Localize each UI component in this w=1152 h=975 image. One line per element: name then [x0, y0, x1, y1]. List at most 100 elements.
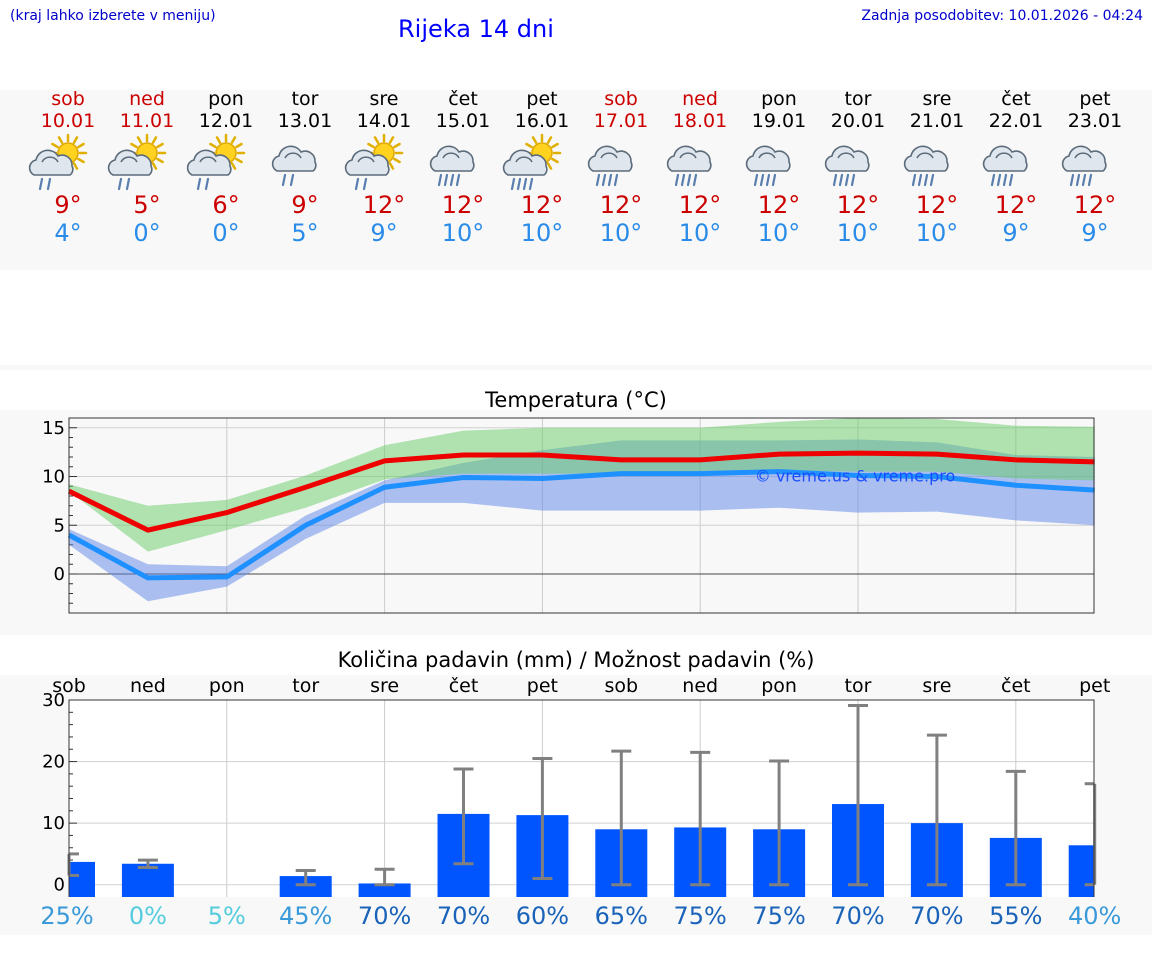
- precipitation-probability: 0%: [128, 902, 167, 930]
- cloud-heavy-rain-icon: [745, 135, 810, 189]
- temperature-chart-title: Temperatura (°C): [485, 388, 667, 412]
- max-temperature: 6°: [212, 191, 240, 219]
- day-name: pon: [208, 88, 244, 110]
- precipitation-probability: 40%: [1068, 902, 1122, 930]
- day-name: sob: [604, 88, 638, 110]
- category-label: tor: [292, 675, 319, 697]
- precipitation-error-bar: [374, 867, 395, 887]
- precipitation-bar: [358, 883, 411, 897]
- max-temperature-line: [67, 450, 1095, 533]
- cloud-heavy-rain-icon: [1061, 135, 1126, 189]
- max-temperature: 12°: [994, 191, 1038, 219]
- max-temperature: 12°: [1073, 191, 1117, 219]
- day-column: sre 14.01 12° 9°: [344, 88, 424, 247]
- precipitation-probability: 55%: [989, 902, 1043, 930]
- day-column: pet 16.01 12° 10°: [502, 88, 582, 247]
- precipitation-error-bar: [1084, 782, 1097, 887]
- precipitation-error-bar: [848, 704, 868, 887]
- forecast-band: [0, 90, 1152, 270]
- min-temperature: 10°: [520, 219, 564, 247]
- category-label: ned: [130, 675, 166, 697]
- y-tick-label: 5: [54, 515, 65, 536]
- min-temperature-spread: [69, 439, 1095, 602]
- precipitation-error-bar: [137, 858, 158, 869]
- page-title: Rijeka 14 dni: [398, 15, 554, 43]
- precipitation-error-bar: [926, 733, 947, 887]
- day-column: sob 10.01 9° 4°: [28, 88, 108, 247]
- max-temperature: 12°: [915, 191, 959, 219]
- max-temperature: 12°: [599, 191, 643, 219]
- precipitation-probability: 45%: [279, 902, 333, 930]
- divider: [0, 365, 1152, 370]
- sun-cloud-rain-icon: [107, 133, 178, 191]
- precipitation-probability: 70%: [357, 902, 412, 930]
- day-date: 11.01: [119, 110, 175, 132]
- min-temperature: 10°: [915, 219, 959, 247]
- day-column: pet 23.01 12° 9°: [1055, 88, 1135, 247]
- y-tick-label: 15: [42, 418, 65, 439]
- day-column: sre 21.01 12° 10°: [897, 88, 977, 247]
- day-column: sob 17.01 12° 10°: [581, 88, 661, 247]
- precipitation-error-bar: [453, 767, 474, 866]
- precipitation-error-bar: [1005, 769, 1026, 887]
- min-temperature: 9°: [1081, 219, 1109, 247]
- temperature-chart: 0 5 10 15 © vreme.us & vreme.pro: [42, 417, 1095, 614]
- day-date: 20.01: [830, 110, 886, 132]
- precipitation-bar: [279, 876, 332, 897]
- y-tick-label: 0: [54, 875, 65, 896]
- precipitation-probability: 70%: [910, 902, 964, 930]
- day-name: sre: [922, 88, 952, 110]
- max-temperature: 12°: [362, 191, 406, 219]
- category-label: pon: [209, 675, 245, 697]
- day-date: 16.01: [514, 110, 570, 132]
- day-name: tor: [291, 88, 319, 110]
- cloud-heavy-rain-icon: [982, 135, 1047, 189]
- day-name: čet: [448, 88, 478, 110]
- precipitation-error-bar: [532, 756, 553, 881]
- day-date: 22.01: [988, 110, 1044, 132]
- category-label: pet: [1079, 675, 1110, 697]
- cloud-heavy-rain-icon: [666, 135, 731, 189]
- cloud-heavy-rain-icon: [429, 135, 494, 189]
- y-tick-label: 20: [42, 752, 65, 773]
- precipitation-chart-title: Količina padavin (mm) / Možnost padavin …: [337, 648, 815, 672]
- category-label: ned: [682, 675, 718, 697]
- day-date: 19.01: [751, 110, 807, 132]
- cloud-heavy-rain-icon: [903, 135, 968, 189]
- day-column: čet 15.01 12° 10°: [423, 88, 503, 247]
- min-temperature: 0°: [133, 219, 161, 247]
- max-temperature: 12°: [836, 191, 880, 219]
- min-temperature: 9°: [370, 219, 398, 247]
- min-temperature: 0°: [212, 219, 240, 247]
- day-date: 13.01: [277, 110, 333, 132]
- cloud-light-rain-icon: [271, 135, 336, 189]
- day-column: ned 18.01 12° 10°: [660, 88, 740, 247]
- precipitation-probability: 75%: [752, 902, 806, 930]
- day-column: tor 20.01 12° 10°: [818, 88, 898, 247]
- category-label: sre: [370, 675, 399, 697]
- max-temperature: 12°: [441, 191, 485, 219]
- precipitation-bar: [69, 861, 95, 897]
- y-tick-label: 30: [42, 690, 65, 711]
- min-temperature: 10°: [836, 219, 880, 247]
- day-date: 21.01: [909, 110, 965, 132]
- day-name: čet: [1001, 88, 1031, 110]
- max-temperature: 9°: [291, 191, 319, 219]
- day-date: 18.01: [672, 110, 728, 132]
- max-temperature: 9°: [54, 191, 82, 219]
- sun-cloud-icon: [186, 133, 257, 191]
- sun-cloud-heavy-rain-icon: [502, 133, 573, 191]
- region-note: (kraj lahko izberete v meniju): [10, 8, 216, 24]
- last-updated: Zadnja posodobitev: 10.01.2026 - 04:24: [861, 8, 1143, 24]
- plot-frame: [68, 699, 1095, 897]
- day-name: pon: [761, 88, 797, 110]
- day-column: čet 22.01 12° 9°: [976, 88, 1056, 247]
- day-date: 14.01: [356, 110, 412, 132]
- max-temperature: 12°: [678, 191, 722, 219]
- category-label: sob: [605, 675, 639, 697]
- min-temperature: 9°: [1002, 219, 1030, 247]
- min-temperature: 10°: [757, 219, 801, 247]
- plot-frame: [68, 417, 1095, 614]
- max-temperature: 5°: [133, 191, 161, 219]
- cloud-heavy-rain-icon: [587, 135, 652, 189]
